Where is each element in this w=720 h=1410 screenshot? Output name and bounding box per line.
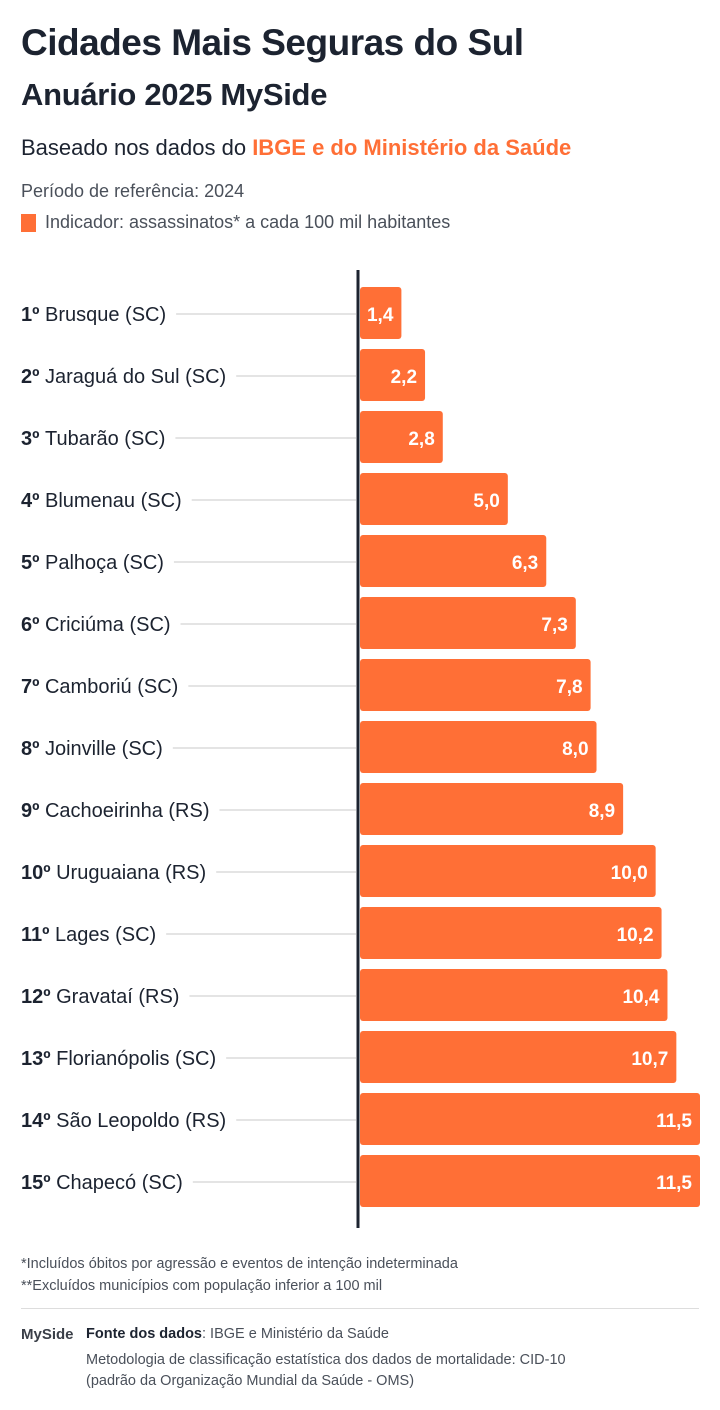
rank-label: 5º xyxy=(21,552,45,574)
bar xyxy=(360,411,443,463)
value-label: 7,8 xyxy=(556,677,582,698)
value-label: 1,4 xyxy=(367,305,394,326)
city-label: Lages (SC) xyxy=(55,924,156,946)
value-label: 6,3 xyxy=(512,553,538,574)
city-label: Palhoça (SC) xyxy=(45,552,164,574)
category-label: 5º Palhoça (SC) xyxy=(21,552,164,574)
category-label: 7º Camboriú (SC) xyxy=(21,676,178,698)
page-title: Cidades Mais Seguras do Sul xyxy=(21,22,524,63)
rank-label: 7º xyxy=(21,676,45,698)
rank-label: 3º xyxy=(21,428,45,450)
rank-label: 8º xyxy=(21,738,45,760)
bar xyxy=(360,535,547,587)
bar xyxy=(360,287,402,339)
category-label: 14º São Leopoldo (RS) xyxy=(21,1110,226,1132)
source-prefix: Baseado nos dados do xyxy=(21,135,253,160)
city-label: Gravataí (RS) xyxy=(56,986,179,1008)
source-text: : IBGE e Ministério da Saúde xyxy=(202,1326,389,1342)
category-label: 2º Jaraguá do Sul (SC) xyxy=(21,366,226,388)
category-label: 1º Brusque (SC) xyxy=(21,304,166,326)
rank-label: 15º xyxy=(21,1172,56,1194)
source-highlight: IBGE e do Ministério da Saúde xyxy=(252,135,572,160)
rank-label: 4º xyxy=(21,490,45,512)
value-label: 10,4 xyxy=(622,987,659,1008)
note-2: **Excluídos municípios com população inf… xyxy=(21,1278,383,1294)
category-label: 11º Lages (SC) xyxy=(21,924,156,946)
value-label: 10,0 xyxy=(611,863,648,884)
city-label: Brusque (SC) xyxy=(45,304,166,326)
city-label: Blumenau (SC) xyxy=(45,490,182,512)
rank-label: 10º xyxy=(21,862,56,884)
category-label: 6º Criciúma (SC) xyxy=(21,614,171,636)
rank-label: 11º xyxy=(21,924,55,946)
legend-swatch xyxy=(21,213,36,232)
bar xyxy=(360,597,576,649)
value-label: 11,5 xyxy=(656,1111,692,1132)
footer-source: Fonte dos dados: IBGE e Ministério da Sa… xyxy=(86,1326,389,1342)
value-label: 7,3 xyxy=(541,615,567,636)
bar xyxy=(360,1155,700,1207)
period: Período de referência: 2024 xyxy=(21,181,245,201)
category-label: 3º Tubarão (SC) xyxy=(21,428,165,450)
note-1: *Incluídos óbitos por agressão e eventos… xyxy=(21,1256,458,1272)
rank-label: 9º xyxy=(21,800,45,822)
value-label: 8,9 xyxy=(589,801,615,822)
bar xyxy=(360,473,508,525)
value-label: 2,2 xyxy=(391,367,417,388)
bar xyxy=(360,845,656,897)
bar-chart: 1º Brusque (SC) 1,4 2º Jaraguá do Sul (SC)… xyxy=(21,270,700,1228)
category-label: 9º Cachoeirinha (RS) xyxy=(21,800,210,822)
source-line: Baseado nos dados do IBGE e do Ministéri… xyxy=(21,135,571,161)
category-label: 4º Blumenau (SC) xyxy=(21,490,182,512)
bar xyxy=(360,969,668,1021)
value-label: 5,0 xyxy=(473,491,499,512)
myside-logo: MySide xyxy=(21,1326,74,1343)
bar xyxy=(360,349,426,401)
rank-label: 2º xyxy=(21,366,45,388)
rank-label: 12º xyxy=(21,986,56,1008)
bar xyxy=(360,783,624,835)
value-label: 10,2 xyxy=(617,925,654,946)
city-label: Uruguaiana (RS) xyxy=(56,862,206,884)
city-label: Criciúma (SC) xyxy=(45,614,171,636)
city-label: Tubarão (SC) xyxy=(45,428,165,450)
indicator-text: Indicador: assassinatos* a cada 100 mil … xyxy=(45,212,451,232)
bar xyxy=(360,1031,677,1083)
source-label: Fonte dos dados xyxy=(86,1326,202,1342)
page-subtitle: Anuário 2025 MySide xyxy=(21,77,328,112)
footer-method-2: (padrão da Organização Mundial da Saúde … xyxy=(86,1373,415,1389)
rank-label: 14º xyxy=(21,1110,56,1132)
value-label: 11,5 xyxy=(656,1173,692,1194)
rank-label: 13º xyxy=(21,1048,56,1070)
category-label: 13º Florianópolis (SC) xyxy=(21,1048,216,1070)
rank-label: 6º xyxy=(21,614,45,636)
indicator-legend: Indicador: assassinatos* a cada 100 mil … xyxy=(21,212,450,233)
bar xyxy=(360,659,591,711)
divider xyxy=(21,1308,699,1309)
city-label: Jaraguá do Sul (SC) xyxy=(45,366,226,388)
category-label: 15º Chapecó (SC) xyxy=(21,1172,183,1194)
rank-label: 1º xyxy=(21,304,45,326)
city-label: Camboriú (SC) xyxy=(45,676,178,698)
city-label: São Leopoldo (RS) xyxy=(56,1110,226,1132)
value-label: 2,8 xyxy=(408,429,434,450)
category-label: 12º Gravataí (RS) xyxy=(21,986,179,1008)
category-label: 10º Uruguaiana (RS) xyxy=(21,862,206,884)
bar xyxy=(360,721,597,773)
value-label: 8,0 xyxy=(562,739,588,760)
city-label: Chapecó (SC) xyxy=(56,1172,183,1194)
footer-method-1: Metodologia de classificação estatística… xyxy=(86,1352,566,1368)
category-label: 8º Joinville (SC) xyxy=(21,738,163,760)
bar xyxy=(360,1093,700,1145)
bar xyxy=(360,907,662,959)
city-label: Cachoeirinha (RS) xyxy=(45,800,210,822)
value-label: 10,7 xyxy=(631,1049,668,1070)
city-label: Florianópolis (SC) xyxy=(56,1048,216,1070)
city-label: Joinville (SC) xyxy=(45,738,163,760)
